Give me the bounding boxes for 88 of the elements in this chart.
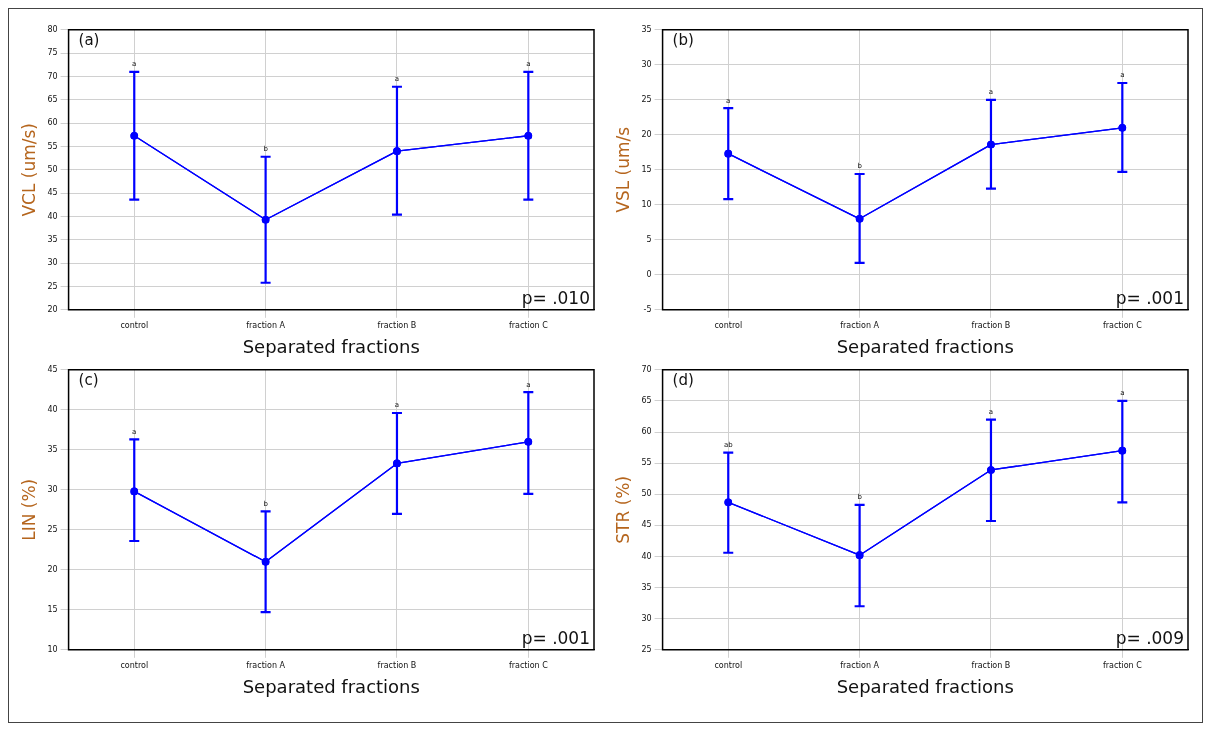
point [130, 131, 139, 140]
annotation: p= .001 [1115, 287, 1184, 308]
point [724, 149, 733, 158]
x-tick-label: fraction B [971, 320, 1011, 330]
x-axis-title: Separated fractions [242, 335, 420, 357]
x-tick-label: fraction A [246, 320, 286, 330]
point [855, 551, 864, 560]
x-tick-label: fraction C [508, 660, 549, 670]
y-tick-label: 25 [47, 281, 58, 291]
y-tick-label: 10 [641, 199, 652, 209]
chart-title: (b) [672, 31, 694, 50]
y-tick-label: 30 [47, 258, 58, 268]
y-tick-label: 40 [47, 211, 58, 221]
y-tick-label: 55 [641, 458, 652, 468]
y-tick-label: 5 [646, 234, 652, 244]
y-tick-label: -5 [643, 304, 652, 314]
annotation: p= .001 [521, 627, 590, 648]
y-tick-label: 20 [641, 129, 652, 139]
y-tick-label: 30 [641, 59, 652, 69]
point [855, 214, 864, 223]
annotation: p= .010 [521, 287, 590, 308]
y-tick-label: 35 [47, 444, 58, 454]
y-tick-label: 35 [641, 582, 652, 592]
y-tick-label: 75 [47, 48, 58, 58]
point [1118, 446, 1127, 455]
point [524, 131, 533, 140]
x-tick-label: fraction A [840, 660, 880, 670]
y-tick-label: 40 [641, 551, 652, 561]
y-tick-label: 35 [641, 24, 652, 34]
y-tick-label: 80 [47, 24, 58, 34]
y-tick-label: 25 [641, 644, 652, 654]
y-tick-label: 15 [47, 604, 58, 614]
point [261, 557, 270, 566]
x-tick-label: fraction B [377, 660, 417, 670]
point [130, 487, 139, 496]
x-tick-label: fraction C [1102, 320, 1143, 330]
y-tick-label: 20 [47, 304, 58, 314]
point [724, 498, 733, 507]
x-tick-label: fraction B [971, 660, 1011, 670]
point [261, 215, 270, 224]
y-axis-title: STR (%) [612, 475, 633, 544]
y-tick-label: 45 [47, 188, 58, 198]
y-tick-label: 30 [641, 613, 652, 623]
x-tick-label: control [120, 660, 149, 670]
chart-title: (d) [672, 371, 694, 390]
y-tick-label: 20 [47, 564, 58, 574]
x-axis-title: Separated fractions [836, 675, 1014, 697]
x-tick-label: fraction C [508, 320, 549, 330]
x-tick-label: fraction A [246, 660, 286, 670]
y-tick-label: 65 [47, 94, 58, 104]
y-tick-label: 70 [47, 71, 58, 81]
y-tick-label: 70 [641, 364, 652, 374]
point [393, 147, 401, 155]
chart-title: (a) [78, 31, 100, 50]
point [1118, 123, 1127, 132]
y-axis-title: VCL (um/s) [18, 123, 39, 217]
x-tick-label: fraction B [377, 320, 417, 330]
y-tick-label: 15 [641, 164, 652, 174]
y-tick-label: 60 [47, 118, 58, 128]
y-tick-label: 0 [646, 269, 652, 279]
y-tick-label: 30 [47, 484, 58, 494]
point [393, 459, 401, 468]
x-tick-label: control [120, 320, 149, 330]
y-tick-label: 50 [47, 164, 58, 174]
y-tick-label: 60 [641, 427, 652, 437]
point [987, 466, 995, 474]
x-tick-label: control [714, 660, 743, 670]
y-tick-label: 45 [47, 364, 58, 374]
y-tick-label: 25 [47, 524, 58, 534]
y-tick-label: 40 [47, 404, 58, 414]
point [987, 140, 995, 149]
y-axis-title: LIN (%) [18, 478, 39, 541]
y-axis-title: VSL (um/s [612, 126, 633, 213]
point [524, 437, 533, 446]
y-tick-label: 35 [47, 234, 58, 244]
x-axis-title: Separated fractions [242, 675, 420, 697]
annotation: p= .009 [1115, 627, 1184, 648]
x-tick-label: fraction C [1102, 660, 1143, 670]
y-tick-label: 10 [47, 644, 58, 654]
y-tick-label: 50 [641, 489, 652, 499]
x-tick-label: control [714, 320, 743, 330]
x-tick-label: fraction A [840, 320, 880, 330]
y-tick-label: 45 [641, 520, 652, 530]
y-tick-label: 65 [641, 395, 652, 405]
chart-title: (c) [78, 371, 99, 390]
x-axis-title: Separated fractions [836, 335, 1014, 357]
y-tick-label: 25 [641, 94, 652, 104]
y-tick-label: 55 [47, 141, 58, 151]
